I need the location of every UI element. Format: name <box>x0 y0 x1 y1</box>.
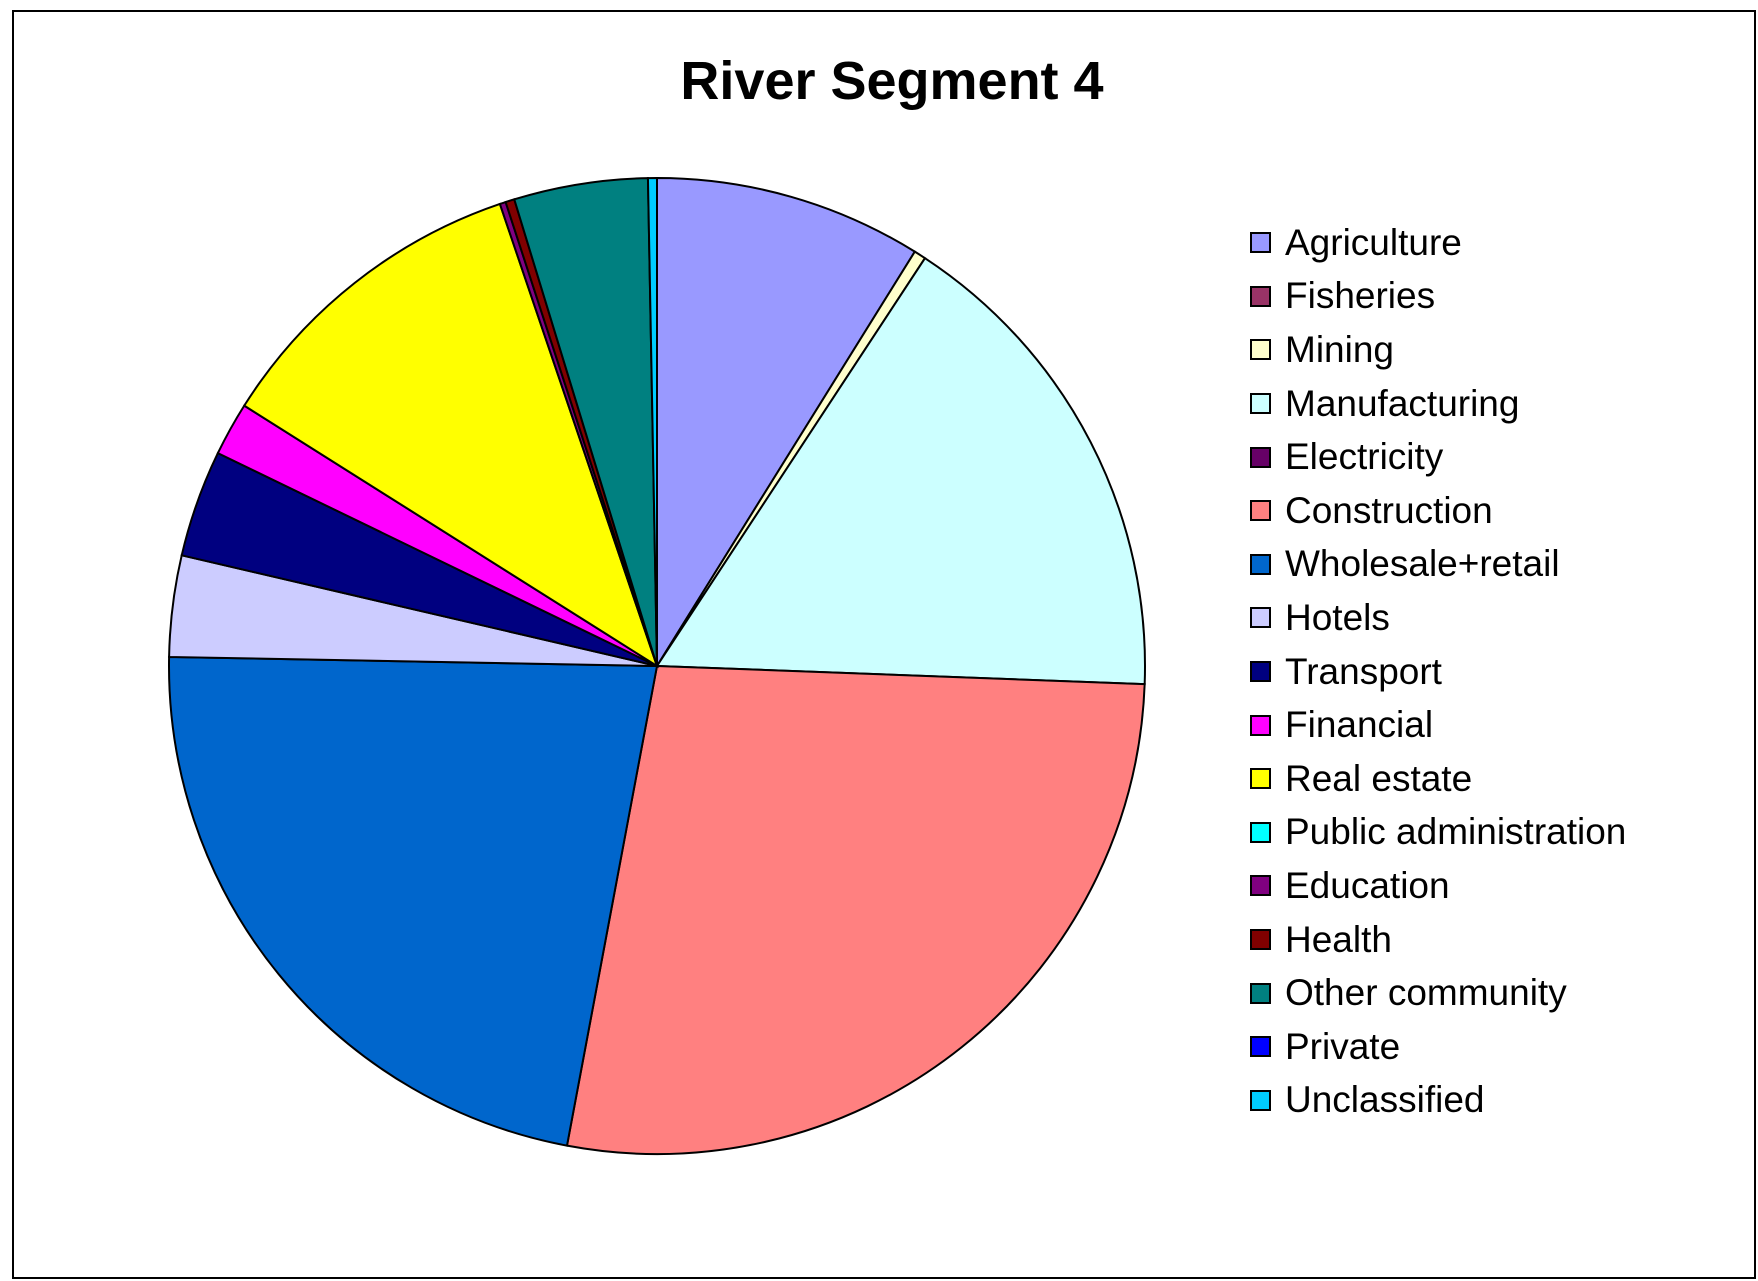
legend-label-transport: Transport <box>1285 650 1442 692</box>
legend-swatch-wholesale-retail <box>1250 553 1271 575</box>
legend-item-wholesale-retail: Wholesale+retail <box>1250 538 1626 592</box>
legend-label-education: Education <box>1285 864 1450 906</box>
legend-swatch-manufacturing <box>1250 393 1271 415</box>
legend-item-mining: Mining <box>1250 323 1626 377</box>
legend-swatch-financial <box>1250 714 1271 736</box>
legend: Agriculture Fisheries Mining Manufacturing E… <box>1250 216 1626 1127</box>
pie-slice-manufacturing <box>655 256 1146 686</box>
chart-title: River Segment 4 <box>680 51 1104 111</box>
legend-label-other-community: Other community <box>1285 972 1567 1014</box>
legend-swatch-private <box>1250 1036 1271 1058</box>
legend-item-electricity: Electricity <box>1250 430 1626 484</box>
legend-swatch-unclassified <box>1250 1089 1271 1111</box>
legend-item-manufacturing: Manufacturing <box>1250 377 1626 431</box>
legend-label-agriculture: Agriculture <box>1285 221 1462 263</box>
legend-swatch-education <box>1250 875 1271 897</box>
legend-swatch-other-community <box>1250 982 1271 1004</box>
legend-swatch-agriculture <box>1250 232 1271 254</box>
legend-item-transport: Transport <box>1250 645 1626 699</box>
pie-slice-construction <box>565 664 1146 1156</box>
legend-swatch-fisheries <box>1250 285 1271 307</box>
legend-label-mining: Mining <box>1285 328 1394 370</box>
legend-swatch-transport <box>1250 661 1271 683</box>
legend-label-real-estate: Real estate <box>1285 757 1473 799</box>
legend-item-education: Education <box>1250 859 1626 913</box>
legend-label-health: Health <box>1285 918 1392 960</box>
legend-item-real-estate: Real estate <box>1250 752 1626 806</box>
legend-label-financial: Financial <box>1285 704 1434 746</box>
legend-item-agriculture: Agriculture <box>1250 216 1626 270</box>
legend-item-financial: Financial <box>1250 698 1626 752</box>
legend-item-fisheries: Fisheries <box>1250 270 1626 324</box>
legend-swatch-public-administration <box>1250 821 1271 843</box>
legend-label-construction: Construction <box>1285 489 1493 531</box>
legend-swatch-construction <box>1250 500 1271 522</box>
legend-item-public-administration: Public administration <box>1250 806 1626 860</box>
legend-swatch-health <box>1250 929 1271 951</box>
legend-item-hotels: Hotels <box>1250 591 1626 645</box>
legend-label-private: Private <box>1285 1025 1401 1067</box>
pie-slice-real-estate <box>242 202 659 669</box>
pie-slice-unclassified <box>646 176 658 667</box>
pie-slice-agriculture <box>656 176 917 670</box>
legend-swatch-electricity <box>1250 446 1271 468</box>
legend-swatch-hotels <box>1250 607 1271 629</box>
legend-swatch-real-estate <box>1250 768 1271 790</box>
legend-item-other-community: Other community <box>1250 966 1626 1020</box>
legend-label-manufacturing: Manufacturing <box>1285 382 1520 424</box>
legend-item-health: Health <box>1250 913 1626 967</box>
legend-label-wholesale-retail: Wholesale+retail <box>1285 543 1560 585</box>
legend-label-electricity: Electricity <box>1285 436 1444 478</box>
legend-label-fisheries: Fisheries <box>1285 275 1436 317</box>
legend-label-hotels: Hotels <box>1285 596 1390 638</box>
legend-label-public-administration: Public administration <box>1285 811 1627 853</box>
legend-item-private: Private <box>1250 1020 1626 1074</box>
legend-swatch-mining <box>1250 339 1271 361</box>
pie-slice-wholesale-retail <box>168 655 659 1147</box>
legend-item-unclassified: Unclassified <box>1250 1074 1626 1128</box>
legend-label-unclassified: Unclassified <box>1285 1079 1485 1121</box>
legend-item-construction: Construction <box>1250 484 1626 538</box>
